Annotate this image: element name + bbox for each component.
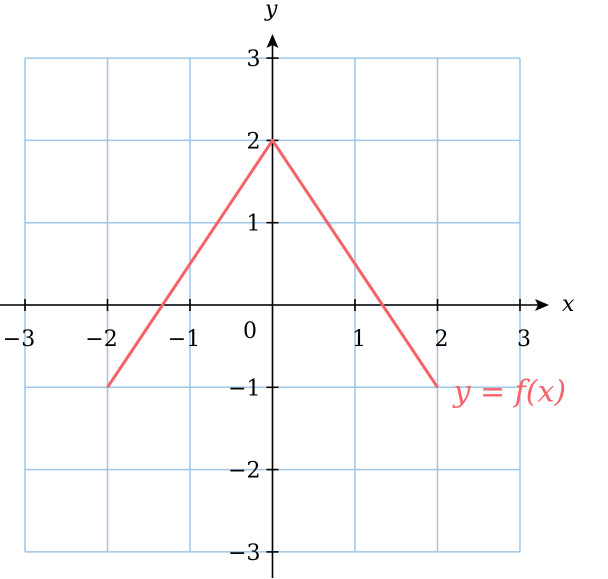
y-axis-arrow <box>266 34 279 48</box>
x-tick-label: 3 <box>517 327 531 352</box>
x-tick-label: 2 <box>435 327 449 352</box>
axes <box>0 34 549 578</box>
ticks: −3 −2 −1 1 2 3 −3 −2 −1 1 2 3 <box>3 47 531 566</box>
series <box>106 138 439 389</box>
x-axis-arrow <box>535 299 549 311</box>
y-tick-label: −3 <box>228 541 260 566</box>
x-axis-label: x <box>562 292 575 317</box>
y-tick-label: 3 <box>247 47 261 72</box>
y-tick-label: 2 <box>247 129 261 154</box>
x-tick-label: −2 <box>85 327 117 352</box>
x-tick-label: −1 <box>168 327 200 352</box>
origin-label: 0 <box>243 319 257 344</box>
y-axis-label: y <box>264 0 278 22</box>
x-tick-label: −3 <box>3 327 35 352</box>
x-tick-label: 1 <box>352 327 366 352</box>
y-tick-label: 1 <box>247 212 261 237</box>
y-tick-label: −1 <box>228 376 260 401</box>
y-tick-label: −2 <box>228 459 260 484</box>
function-annotation: y = f(x) <box>452 374 567 409</box>
